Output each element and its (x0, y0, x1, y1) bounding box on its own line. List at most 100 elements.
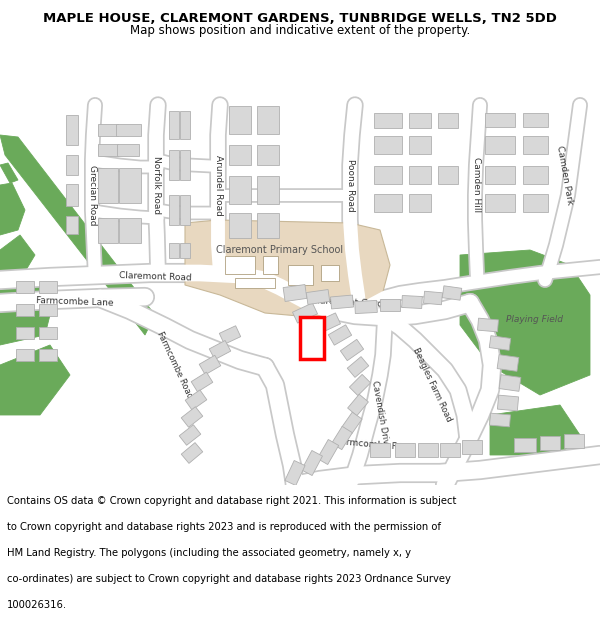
Bar (374, 136, 402, 154)
Bar (355, 301, 377, 314)
Bar (287, 265, 313, 285)
Text: Beagles Farm Road: Beagles Farm Road (411, 346, 453, 424)
Bar (263, 256, 277, 274)
Text: Claremont Road: Claremont Road (119, 271, 191, 282)
Bar (229, 145, 251, 165)
Bar (115, 124, 140, 136)
Bar (490, 413, 511, 427)
Bar (180, 111, 190, 139)
Polygon shape (0, 235, 35, 280)
Bar (347, 394, 368, 416)
Bar (257, 213, 279, 238)
Bar (370, 443, 390, 457)
Bar (169, 150, 179, 180)
Bar (497, 354, 519, 371)
Bar (409, 136, 431, 154)
Text: Cavendish Drive: Cavendish Drive (370, 380, 391, 450)
Bar (169, 111, 179, 139)
Text: HM Land Registry. The polygons (including the associated geometry, namely x, y: HM Land Registry. The polygons (includin… (7, 548, 411, 558)
Bar (16, 304, 34, 316)
Polygon shape (0, 183, 25, 235)
Bar (66, 184, 78, 206)
Bar (257, 145, 279, 165)
Bar (409, 112, 431, 128)
Text: to Crown copyright and database rights 2023 and is reproduced with the permissio: to Crown copyright and database rights 2… (7, 522, 441, 532)
Bar (374, 194, 402, 212)
Bar (523, 166, 548, 184)
Bar (302, 451, 322, 476)
Bar (199, 355, 221, 375)
Bar (540, 436, 560, 450)
Bar (395, 443, 415, 457)
Bar (229, 213, 251, 238)
Bar (340, 339, 364, 361)
Bar (229, 176, 251, 204)
Bar (119, 168, 141, 202)
Bar (16, 327, 34, 339)
Bar (117, 144, 139, 156)
Bar (342, 412, 362, 434)
Bar (179, 425, 201, 445)
Text: Farmcombe Lane: Farmcombe Lane (36, 296, 114, 308)
Bar (317, 439, 338, 464)
Text: co-ordinates) are subject to Crown copyright and database rights 2023 Ordnance S: co-ordinates) are subject to Crown copyr… (7, 574, 451, 584)
Bar (409, 194, 431, 212)
Text: Claremont Gardens: Claremont Gardens (311, 296, 399, 310)
Bar (225, 256, 255, 274)
Text: Contains OS data © Crown copyright and database right 2021. This information is : Contains OS data © Crown copyright and d… (7, 496, 457, 506)
Bar (209, 341, 231, 359)
Bar (316, 313, 341, 333)
Bar (283, 284, 307, 301)
Bar (181, 407, 203, 428)
Text: Camden Park: Camden Park (556, 144, 575, 206)
Bar (220, 326, 241, 344)
Bar (564, 434, 584, 448)
Polygon shape (460, 250, 590, 395)
Bar (66, 115, 78, 145)
Bar (16, 281, 34, 293)
Bar (306, 289, 330, 304)
Bar (499, 374, 521, 391)
Bar (440, 443, 460, 457)
Bar (235, 278, 275, 288)
Bar (257, 176, 279, 204)
Polygon shape (0, 135, 155, 335)
Text: Playing Field: Playing Field (506, 316, 563, 324)
Text: Grecian Road: Grecian Road (89, 165, 97, 225)
Bar (478, 318, 499, 332)
Bar (328, 325, 352, 345)
Bar (401, 296, 422, 309)
Bar (180, 150, 190, 180)
Bar (321, 265, 339, 281)
Text: Claremont Primary School: Claremont Primary School (217, 245, 344, 255)
Bar (191, 372, 213, 392)
Text: Camden Hill: Camden Hill (473, 158, 482, 212)
Bar (300, 317, 324, 359)
Polygon shape (0, 345, 70, 415)
Bar (292, 303, 317, 323)
Bar (66, 155, 78, 175)
Bar (180, 195, 190, 225)
Bar (489, 336, 511, 351)
Polygon shape (490, 405, 580, 455)
Bar (257, 106, 279, 134)
Bar (523, 136, 548, 154)
Polygon shape (0, 270, 55, 345)
Text: Map shows position and indicative extent of the property.: Map shows position and indicative extent… (130, 24, 470, 38)
Bar (331, 295, 353, 309)
Bar (523, 113, 548, 127)
Bar (181, 442, 203, 463)
Bar (98, 124, 118, 136)
Text: MAPLE HOUSE, CLAREMONT GARDENS, TUNBRIDGE WELLS, TN2 5DD: MAPLE HOUSE, CLAREMONT GARDENS, TUNBRIDG… (43, 12, 557, 25)
Bar (169, 195, 179, 225)
Bar (332, 426, 352, 449)
Bar (39, 281, 57, 293)
Bar (438, 166, 458, 184)
Bar (180, 242, 190, 258)
Text: Farmcombe Road: Farmcombe Road (155, 330, 194, 400)
Bar (347, 357, 369, 377)
Bar (98, 168, 118, 202)
Bar (229, 106, 251, 134)
Bar (185, 390, 207, 410)
Bar (485, 136, 515, 154)
